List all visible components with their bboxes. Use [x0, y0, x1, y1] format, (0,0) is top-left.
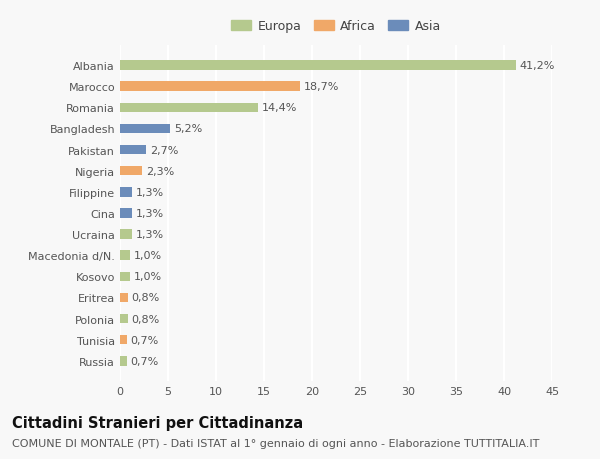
- Bar: [120, 167, 142, 176]
- Text: 18,7%: 18,7%: [304, 82, 339, 92]
- Bar: [120, 146, 146, 155]
- Bar: [120, 103, 258, 113]
- Bar: [120, 272, 130, 281]
- Text: 14,4%: 14,4%: [262, 103, 298, 113]
- Text: 0,8%: 0,8%: [131, 293, 160, 303]
- Text: 5,2%: 5,2%: [174, 124, 202, 134]
- Bar: [120, 251, 130, 260]
- Bar: [120, 314, 128, 324]
- Bar: [120, 356, 127, 366]
- Bar: [120, 124, 170, 134]
- Text: 2,3%: 2,3%: [146, 166, 174, 176]
- Text: 0,7%: 0,7%: [131, 356, 159, 366]
- Text: 0,8%: 0,8%: [131, 314, 160, 324]
- Bar: [120, 209, 133, 218]
- Text: 41,2%: 41,2%: [520, 61, 555, 71]
- Text: 1,3%: 1,3%: [136, 187, 164, 197]
- Text: Cittadini Stranieri per Cittadinanza: Cittadini Stranieri per Cittadinanza: [12, 415, 303, 431]
- Text: 1,0%: 1,0%: [133, 272, 161, 282]
- Bar: [120, 82, 299, 92]
- Bar: [120, 188, 133, 197]
- Bar: [120, 230, 133, 239]
- Text: COMUNE DI MONTALE (PT) - Dati ISTAT al 1° gennaio di ogni anno - Elaborazione TU: COMUNE DI MONTALE (PT) - Dati ISTAT al 1…: [12, 438, 539, 448]
- Bar: [120, 293, 128, 302]
- Bar: [120, 335, 127, 345]
- Legend: Europa, Africa, Asia: Europa, Africa, Asia: [231, 20, 441, 33]
- Text: 1,3%: 1,3%: [136, 230, 164, 240]
- Text: 1,0%: 1,0%: [133, 251, 161, 261]
- Text: 1,3%: 1,3%: [136, 208, 164, 218]
- Text: 2,7%: 2,7%: [150, 145, 178, 155]
- Bar: [120, 61, 515, 71]
- Text: 0,7%: 0,7%: [131, 335, 159, 345]
